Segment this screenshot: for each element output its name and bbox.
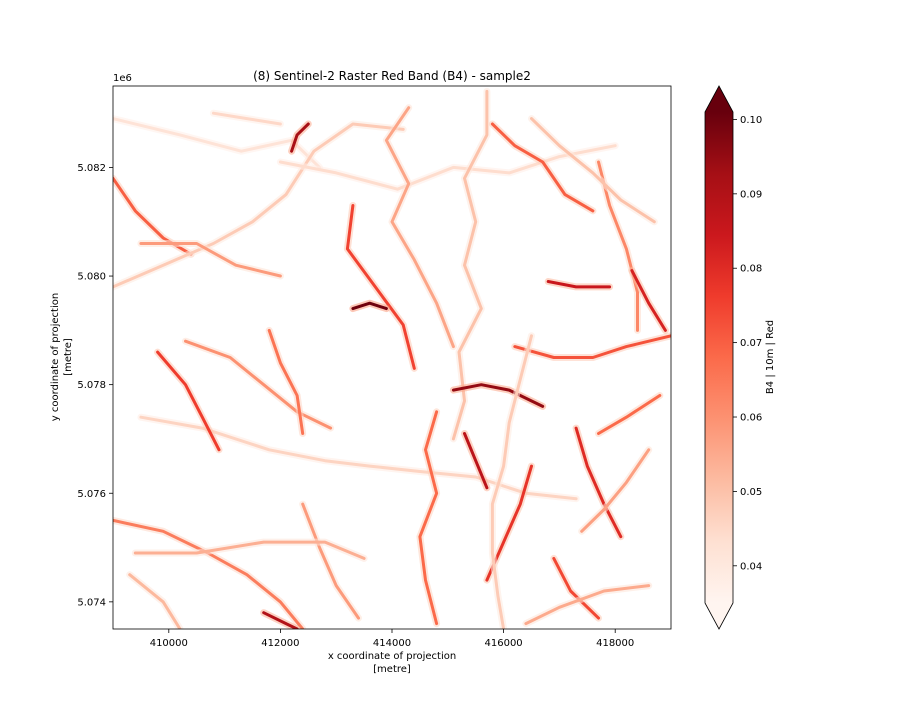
feature-27: [351, 301, 388, 311]
feature-33: [630, 269, 667, 332]
feature-20: [133, 540, 366, 560]
raster-features: [113, 87, 671, 629]
y-tick-label: 5.082: [77, 163, 106, 174]
feature-29: [490, 122, 595, 213]
feature-19: [301, 502, 360, 620]
colorbar-ticks: 0.04 0.05 0.06 0.07 0.08 0.09 0.10: [733, 115, 762, 572]
y-axis-units: [metre]: [63, 338, 74, 376]
feature-9: [513, 334, 671, 359]
y-tick-label: 5.074: [77, 597, 106, 608]
feature-35: [290, 122, 310, 153]
x-tick-label: 412000: [261, 638, 299, 649]
feature-7: [451, 89, 489, 441]
y-axis-ticks: 5.074 5.076 5.078 5.080 5.082: [77, 163, 113, 608]
feature-0: [113, 117, 321, 169]
feature-3: [139, 242, 282, 278]
colorbar-tick-label: 0.04: [740, 561, 762, 572]
feature-26: [597, 394, 662, 435]
x-axis-ticks: 410000 412000 414000 416000 418000: [150, 629, 634, 649]
colorbar: 0.04 0.05 0.06 0.07 0.08 0.09 0.10 B4 | 10m | …: [704, 85, 776, 630]
colorbar-tick-label: 0.07: [740, 338, 762, 349]
feature-32: [524, 584, 651, 626]
colorbar-extend-max: [705, 86, 733, 112]
colorbar-tick-label: 0.10: [740, 115, 762, 126]
feature-15: [597, 160, 639, 332]
colorbar-extend-min: [705, 603, 733, 629]
feature-14: [574, 426, 623, 539]
x-axis-units: [metre]: [373, 664, 411, 675]
feature-2: [113, 122, 405, 289]
feature-12: [418, 410, 439, 626]
feature-23: [530, 117, 656, 224]
colorbar-tick-label: 0.05: [740, 487, 762, 498]
colorbar-tick-label: 0.08: [740, 264, 762, 275]
feature-30: [211, 111, 282, 126]
y-tick-label: 5.076: [77, 489, 106, 500]
x-tick-label: 416000: [485, 638, 523, 649]
x-tick-label: 410000: [150, 638, 188, 649]
y-tick-label: 5.078: [77, 380, 106, 391]
y-tick-label: 5.080: [77, 272, 106, 283]
feature-21: [262, 611, 299, 629]
feature-5: [345, 204, 416, 370]
feature-4: [278, 144, 617, 191]
colorbar-tick-label: 0.06: [740, 413, 762, 424]
colorbar-label: B4 | 10m | Red: [765, 320, 776, 394]
chart-title: (8) Sentinel-2 Raster Red Band (B4) - sa…: [253, 69, 531, 83]
colorbar-outline: [704, 85, 734, 630]
feature-25: [580, 448, 651, 533]
feature-8: [451, 383, 545, 408]
feature-28: [463, 432, 489, 490]
feature-10: [139, 415, 578, 501]
feature-18: [128, 573, 182, 629]
y-offset-label: 1e6: [113, 73, 132, 84]
feature-17: [113, 518, 305, 629]
feature-22: [552, 556, 600, 620]
x-tick-label: 418000: [596, 638, 634, 649]
x-axis-label: x coordinate of projection: [328, 651, 456, 662]
feature-6: [384, 106, 455, 349]
feature-11: [184, 339, 333, 430]
feature-31: [156, 350, 221, 452]
feature-34: [490, 334, 533, 629]
colorbar-gradient: [705, 112, 733, 603]
feature-24: [267, 328, 305, 435]
colorbar-tick-label: 0.09: [740, 189, 762, 200]
y-axis-label: y coordinate of projection: [50, 293, 61, 421]
feature-16: [546, 280, 612, 289]
x-tick-label: 414000: [373, 638, 411, 649]
